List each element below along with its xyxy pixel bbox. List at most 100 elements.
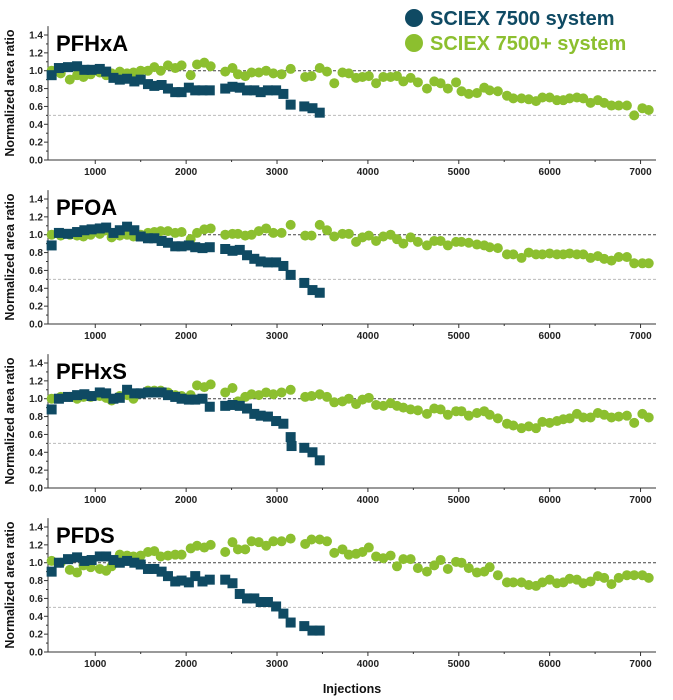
point-sciex-7500-plus: [329, 231, 340, 242]
point-sciex-7500-plus: [492, 413, 503, 424]
point-sciex-7500-plus: [412, 563, 423, 574]
y-tick-label: 1.2: [29, 212, 43, 223]
point-sciex-7500: [142, 233, 153, 244]
point-sciex-7500-plus: [227, 537, 238, 548]
x-tick-label: 7000: [629, 495, 652, 506]
point-sciex-7500-plus: [492, 570, 503, 581]
point-sciex-7500: [234, 588, 245, 599]
point-sciex-7500: [314, 455, 325, 466]
point-sciex-7500: [142, 79, 153, 90]
point-sciex-7500: [314, 287, 325, 298]
panel-title: PFHxA: [56, 31, 128, 56]
point-sciex-7500-plus: [205, 61, 216, 72]
point-sciex-7500-plus: [621, 100, 632, 111]
point-sciex-7500-plus: [220, 387, 231, 398]
point-sciex-7500: [72, 552, 83, 563]
point-sciex-7500: [255, 87, 266, 98]
y-tick-label: 1.2: [29, 48, 43, 59]
point-sciex-7500: [72, 390, 83, 401]
point-sciex-7500: [249, 593, 260, 604]
panel-title: PFHxS: [56, 359, 127, 384]
point-sciex-7500-plus: [268, 389, 279, 400]
point-sciex-7500: [170, 87, 181, 98]
point-sciex-7500: [79, 64, 90, 75]
point-sciex-7500: [101, 222, 112, 233]
point-sciex-7500-plus: [629, 258, 640, 269]
point-sciex-7500-plus: [463, 237, 474, 248]
point-sciex-7500-plus: [268, 68, 279, 79]
point-sciex-7500-plus: [268, 536, 279, 547]
point-sciex-7500: [271, 601, 282, 612]
point-sciex-7500-plus: [508, 577, 519, 588]
x-tick-label: 3000: [266, 495, 289, 506]
x-tick-label: 1000: [84, 331, 107, 342]
point-sciex-7500: [122, 555, 133, 566]
point-sciex-7500: [299, 442, 310, 453]
point-sciex-7500-plus: [162, 550, 173, 561]
point-sciex-7500: [53, 63, 64, 74]
point-sciex-7500-plus: [435, 235, 446, 246]
point-sciex-7500-plus: [405, 554, 416, 565]
point-sciex-7500-plus: [306, 391, 317, 402]
point-sciex-7500-plus: [463, 410, 474, 421]
point-sciex-7500: [122, 73, 133, 84]
x-tick-label: 5000: [448, 495, 471, 506]
point-sciex-7500: [122, 384, 133, 395]
panel-pfhxs: 0.0 0.2 0.4 0.6 0.8 1.0 1.2 1.4 1000 2000 3000 4000…: [3, 354, 656, 506]
point-sciex-7500: [162, 237, 173, 248]
point-sciex-7500: [94, 63, 105, 74]
point-sciex-7500-plus: [285, 63, 296, 74]
point-sciex-7500: [162, 571, 173, 582]
point-sciex-7500-plus: [371, 399, 382, 410]
point-sciex-7500-plus: [442, 563, 453, 574]
point-sciex-7500: [220, 574, 231, 585]
point-sciex-7500: [62, 62, 73, 73]
point-sciex-7500: [94, 223, 105, 234]
point-sciex-7500: [285, 432, 296, 443]
x-tick-label: 2000: [175, 659, 198, 670]
point-sciex-7500: [314, 625, 325, 636]
point-sciex-7500-plus: [240, 544, 251, 555]
point-sciex-7500: [204, 401, 215, 412]
point-sciex-7500: [135, 231, 146, 242]
point-sciex-7500-plus: [329, 397, 340, 408]
point-sciex-7500: [227, 399, 238, 410]
point-sciex-7500: [101, 551, 112, 562]
point-sciex-7500: [255, 597, 266, 607]
point-sciex-7500-plus: [246, 67, 257, 78]
point-sciex-7500-plus: [523, 580, 534, 591]
point-sciex-7500-plus: [276, 227, 287, 238]
point-sciex-7500-plus: [537, 249, 548, 260]
point-sciex-7500: [129, 76, 140, 87]
point-sciex-7500-plus: [306, 71, 317, 82]
point-sciex-7500-plus: [531, 423, 542, 434]
point-sciex-7500-plus: [508, 249, 519, 260]
point-sciex-7500-plus: [629, 570, 640, 581]
point-sciex-7500: [183, 577, 194, 588]
y-tick-label: 0.8: [29, 248, 43, 259]
point-sciex-7500: [197, 576, 208, 587]
point-sciex-7500-plus: [537, 416, 548, 427]
point-sciex-7500-plus: [621, 410, 632, 421]
point-sciex-7500: [197, 243, 208, 254]
point-sciex-7500: [220, 83, 231, 94]
point-sciex-7500-plus: [398, 554, 409, 565]
point-sciex-7500-plus: [227, 383, 238, 393]
point-sciex-7500-plus: [421, 566, 432, 577]
point-sciex-7500-plus: [343, 228, 354, 239]
y-tick-label: 0.6: [29, 430, 43, 441]
point-sciex-7500-plus: [276, 387, 287, 398]
point-sciex-7500: [46, 566, 57, 577]
point-sciex-7500-plus: [329, 78, 340, 89]
point-sciex-7500: [94, 387, 105, 398]
point-sciex-7500: [149, 80, 160, 91]
point-sciex-7500: [299, 101, 310, 112]
point-sciex-7500: [53, 393, 64, 404]
x-tick-label: 2000: [175, 495, 198, 506]
point-sciex-7500: [242, 593, 253, 604]
point-sciex-7500-plus: [276, 536, 287, 547]
point-sciex-7500: [62, 554, 73, 565]
point-sciex-7500: [234, 82, 245, 93]
point-sciex-7500-plus: [205, 539, 216, 550]
legend-marker-sciex-7500-plus: [405, 34, 423, 52]
